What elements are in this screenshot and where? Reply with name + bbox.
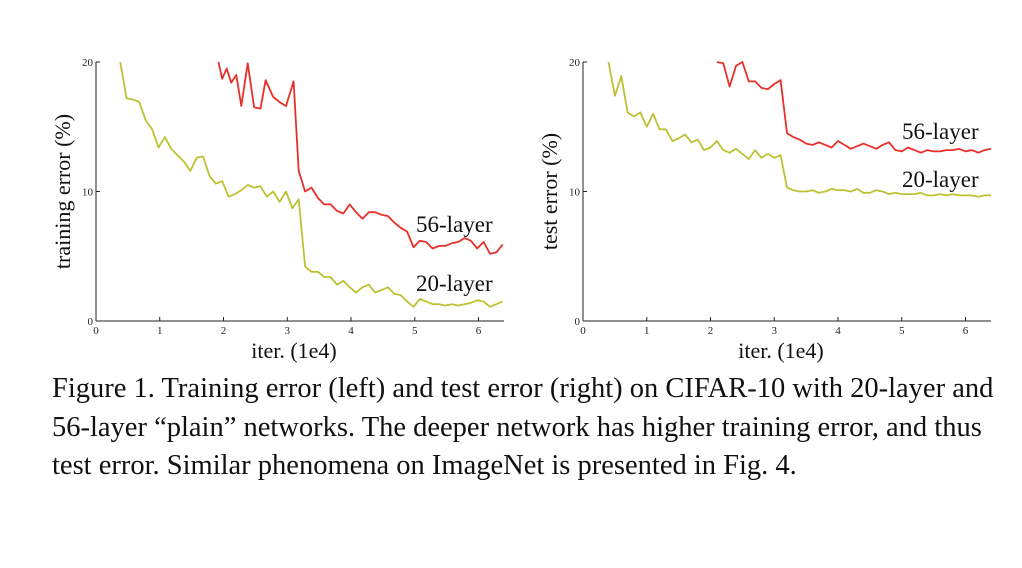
x-axis-label: iter. (1e4) (251, 338, 337, 363)
series-label-56-layer: 56-layer (416, 212, 493, 237)
x-tick-label: 4 (348, 325, 354, 337)
series-line-56-layer (217, 61, 504, 255)
x-tick-label: 1 (157, 325, 163, 337)
series-label-20-layer: 20-layer (902, 167, 979, 192)
chart-1: 0 10 20 0 1 2 3 4 5 6 iter. (1e4) test error (%) 56-… (537, 57, 992, 363)
x-axis-label: iter. (1e4) (738, 338, 824, 363)
x-tick-label: 5 (899, 325, 905, 337)
x-tick-label: 0 (93, 325, 99, 337)
x-tick-label: 4 (835, 325, 841, 337)
y-tick-label: 10 (82, 187, 94, 199)
x-tick-label: 6 (476, 325, 482, 337)
x-tick-label: 0 (580, 325, 586, 337)
x-tick-label: 3 (285, 325, 291, 337)
series-line-20-layer (119, 61, 504, 308)
x-tick-label: 5 (412, 325, 418, 337)
chart-0: 0 10 20 0 1 2 3 4 5 6 iter. (1e4) training error (%… (50, 57, 504, 363)
series-label-56-layer: 56-layer (902, 119, 979, 144)
series-label-20-layer: 20-layer (416, 271, 493, 296)
figure-caption: Figure 1. Training error (left) and test… (52, 373, 994, 481)
y-tick-label: 20 (569, 57, 581, 69)
series-line-56-layer (716, 61, 992, 154)
x-tick-label: 2 (221, 325, 227, 337)
y-axis-label: test error (%) (537, 133, 562, 250)
x-tick-label: 1 (644, 325, 650, 337)
y-tick-label: 0 (88, 316, 94, 328)
x-tick-label: 6 (963, 325, 969, 337)
y-axis-label: training error (%) (50, 114, 75, 269)
x-tick-label: 3 (772, 325, 778, 337)
y-tick-label: 20 (82, 57, 94, 69)
y-tick-label: 0 (575, 316, 581, 328)
series-line-20-layer (607, 61, 991, 198)
y-tick-label: 10 (569, 187, 581, 199)
x-tick-label: 2 (708, 325, 714, 337)
